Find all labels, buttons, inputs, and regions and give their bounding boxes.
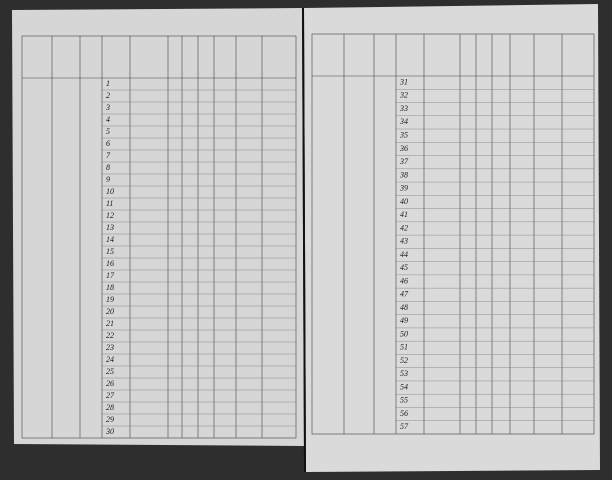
rows: 31 32 33 34 35 36 37 38 39 40 41 42 43 44 45 46 47 48 49 50… <box>396 77 594 435</box>
spine <box>302 7 306 473</box>
row-number: 47 <box>400 290 409 299</box>
row-number: 50 <box>400 329 408 338</box>
row-number: 32 <box>399 91 408 100</box>
row-number: 19 <box>106 295 114 304</box>
row-number: 6 <box>106 139 110 148</box>
row-number: 16 <box>106 259 114 268</box>
row-number: 11 <box>106 199 113 208</box>
rows: 1234567891011121314151617181920212223242… <box>102 79 296 439</box>
column-rules <box>343 34 563 434</box>
row-number: 39 <box>399 184 408 193</box>
row-number: 4 <box>106 115 110 124</box>
row-number: 9 <box>106 175 110 184</box>
row-number: 30 <box>105 427 114 436</box>
row-number: 38 <box>399 170 408 179</box>
row-number: 17 <box>106 271 115 280</box>
row-number: 2 <box>106 91 110 100</box>
row-number: 46 <box>400 276 408 285</box>
row-number: 24 <box>106 355 114 364</box>
row-number: 49 <box>400 316 408 325</box>
row-number: 18 <box>106 283 114 292</box>
row-number: 7 <box>106 151 111 160</box>
row-number: 14 <box>106 235 114 244</box>
row-number: 1 <box>106 79 110 88</box>
right-page: 31 32 33 34 35 36 37 38 39 40 41 42 43 44 45 46 47 48 49 50… <box>304 4 600 472</box>
row-number: 52 <box>400 356 408 365</box>
row-number: 34 <box>399 117 408 126</box>
row-number: 26 <box>106 379 114 388</box>
row-number: 43 <box>400 237 408 246</box>
row-number: 29 <box>106 415 114 424</box>
row-number: 13 <box>106 223 114 232</box>
row-number: 55 <box>400 396 408 405</box>
row-number: 45 <box>400 263 408 272</box>
row-number: 53 <box>400 369 408 378</box>
row-number: 20 <box>106 307 114 316</box>
row-number: 12 <box>106 211 114 220</box>
row-number: 23 <box>106 343 114 352</box>
row-number: 41 <box>400 210 408 219</box>
row-number: 48 <box>400 303 408 312</box>
row-number: 56 <box>400 409 408 418</box>
row-number: 36 <box>399 144 408 153</box>
row-number: 57 <box>400 422 409 431</box>
row-number: 25 <box>106 367 114 376</box>
row-number: 33 <box>399 104 408 113</box>
row-number: 21 <box>106 319 114 328</box>
row-number: 28 <box>106 403 114 412</box>
row-number: 22 <box>106 331 114 340</box>
row-number: 5 <box>106 127 110 136</box>
row-number: 10 <box>106 187 114 196</box>
row-number: 42 <box>400 223 408 232</box>
row-number: 54 <box>400 382 408 391</box>
row-number: 37 <box>399 157 409 166</box>
row-number: 3 <box>105 103 110 112</box>
row-number: 8 <box>106 163 110 172</box>
row-number: 44 <box>400 250 408 259</box>
page-sheet <box>12 8 304 446</box>
row-number: 27 <box>106 391 115 400</box>
column-rules <box>51 36 263 438</box>
row-number: 35 <box>399 130 408 139</box>
left-page: 1234567891011121314151617181920212223242… <box>12 8 304 446</box>
row-number: 31 <box>399 77 408 86</box>
row-number: 40 <box>400 197 408 206</box>
row-number: 15 <box>106 247 114 256</box>
page-sheet <box>304 4 600 472</box>
row-number: 51 <box>400 343 408 352</box>
